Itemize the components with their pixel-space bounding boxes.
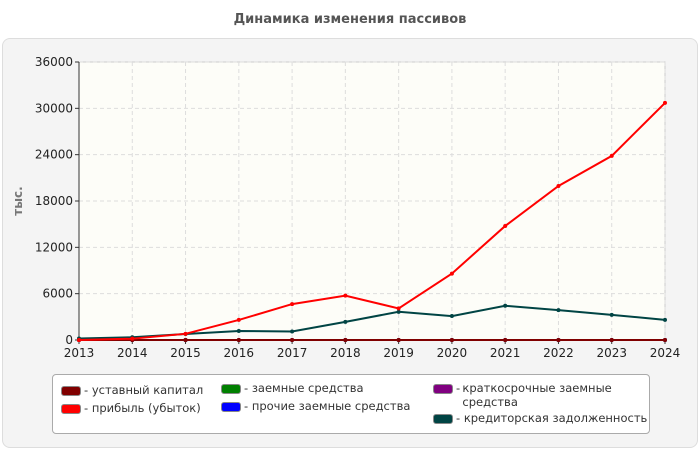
data-point xyxy=(396,306,401,311)
data-point xyxy=(183,338,188,342)
data-point xyxy=(77,338,81,342)
y-tick-label: 6000 xyxy=(42,287,73,301)
y-tick-label: 0 xyxy=(65,333,73,347)
y-tick-label: 12000 xyxy=(35,240,73,254)
legend-label: прибыль (убыток) xyxy=(91,401,201,415)
x-tick-label: 2023 xyxy=(596,346,627,360)
legend-label: кредиторская задолженность xyxy=(463,411,648,425)
data-point xyxy=(236,328,241,333)
legend-item: - прочие заемные средства xyxy=(221,399,410,413)
data-point xyxy=(449,338,454,342)
data-point xyxy=(183,331,188,336)
data-point xyxy=(343,319,348,324)
data-point xyxy=(290,338,295,342)
legend-swatch xyxy=(221,402,241,412)
data-point xyxy=(130,336,135,341)
x-tick-label: 2014 xyxy=(117,346,148,360)
x-tick-label: 2015 xyxy=(170,346,201,360)
legend-swatch xyxy=(61,386,81,396)
legend-item: - заемные средства xyxy=(221,381,364,395)
data-point xyxy=(503,223,508,228)
data-point xyxy=(449,314,454,319)
legend-swatch xyxy=(61,404,81,414)
x-tick-label: 2013 xyxy=(64,346,95,360)
data-point xyxy=(236,338,241,342)
data-point xyxy=(449,271,454,276)
legend-swatch xyxy=(433,414,453,424)
legend: - уставный капитал - прибыль (убыток) - … xyxy=(52,374,650,434)
legend-label: заемные средства xyxy=(251,381,364,395)
data-point xyxy=(503,338,508,342)
data-point xyxy=(663,338,667,342)
y-tick-label: 36000 xyxy=(35,55,73,69)
data-point xyxy=(396,338,401,342)
y-tick-label: 30000 xyxy=(35,101,73,115)
x-tick-label: 2018 xyxy=(330,346,361,360)
data-point xyxy=(396,309,401,314)
data-point xyxy=(290,302,295,307)
legend-label: уставный капитал xyxy=(91,383,204,397)
plot-area xyxy=(78,61,666,341)
x-tick-label: 2022 xyxy=(543,346,574,360)
data-point xyxy=(556,183,561,188)
legend-item: - прибыль (убыток) xyxy=(61,401,201,415)
data-point xyxy=(609,338,614,342)
x-tick-label: 2019 xyxy=(383,346,414,360)
data-point xyxy=(663,317,667,322)
data-point xyxy=(556,338,561,342)
data-point xyxy=(609,312,614,317)
data-point xyxy=(236,317,241,322)
y-tick-label: 24000 xyxy=(35,148,73,162)
series-line-1 xyxy=(78,102,666,341)
legend-item: - уставный капитал xyxy=(61,383,203,397)
x-tick-label: 2016 xyxy=(224,346,255,360)
legend-swatch xyxy=(221,384,241,394)
data-point xyxy=(556,308,561,313)
legend-label: прочие заемные средства xyxy=(251,399,411,413)
x-tick-label: 2021 xyxy=(490,346,521,360)
data-point xyxy=(343,293,348,298)
legend-label: краткосрочные заемные средства xyxy=(462,381,612,409)
y-axis-label: тыс. xyxy=(11,186,25,215)
data-point xyxy=(663,100,667,105)
chart-title: Динамика изменения пассивов xyxy=(233,12,467,27)
data-point xyxy=(290,329,295,334)
data-point xyxy=(503,303,508,308)
x-tick-label: 2024 xyxy=(650,346,681,360)
data-point xyxy=(343,338,348,342)
legend-item: - кредиторская задолженность xyxy=(433,411,647,425)
x-tick-label: 2017 xyxy=(277,346,308,360)
legend-item: - краткосрочные заемные средства xyxy=(433,381,633,409)
legend-swatch xyxy=(433,384,453,394)
y-tick-label: 18000 xyxy=(35,194,73,208)
data-point xyxy=(609,153,614,158)
x-tick-label: 2020 xyxy=(437,346,468,360)
